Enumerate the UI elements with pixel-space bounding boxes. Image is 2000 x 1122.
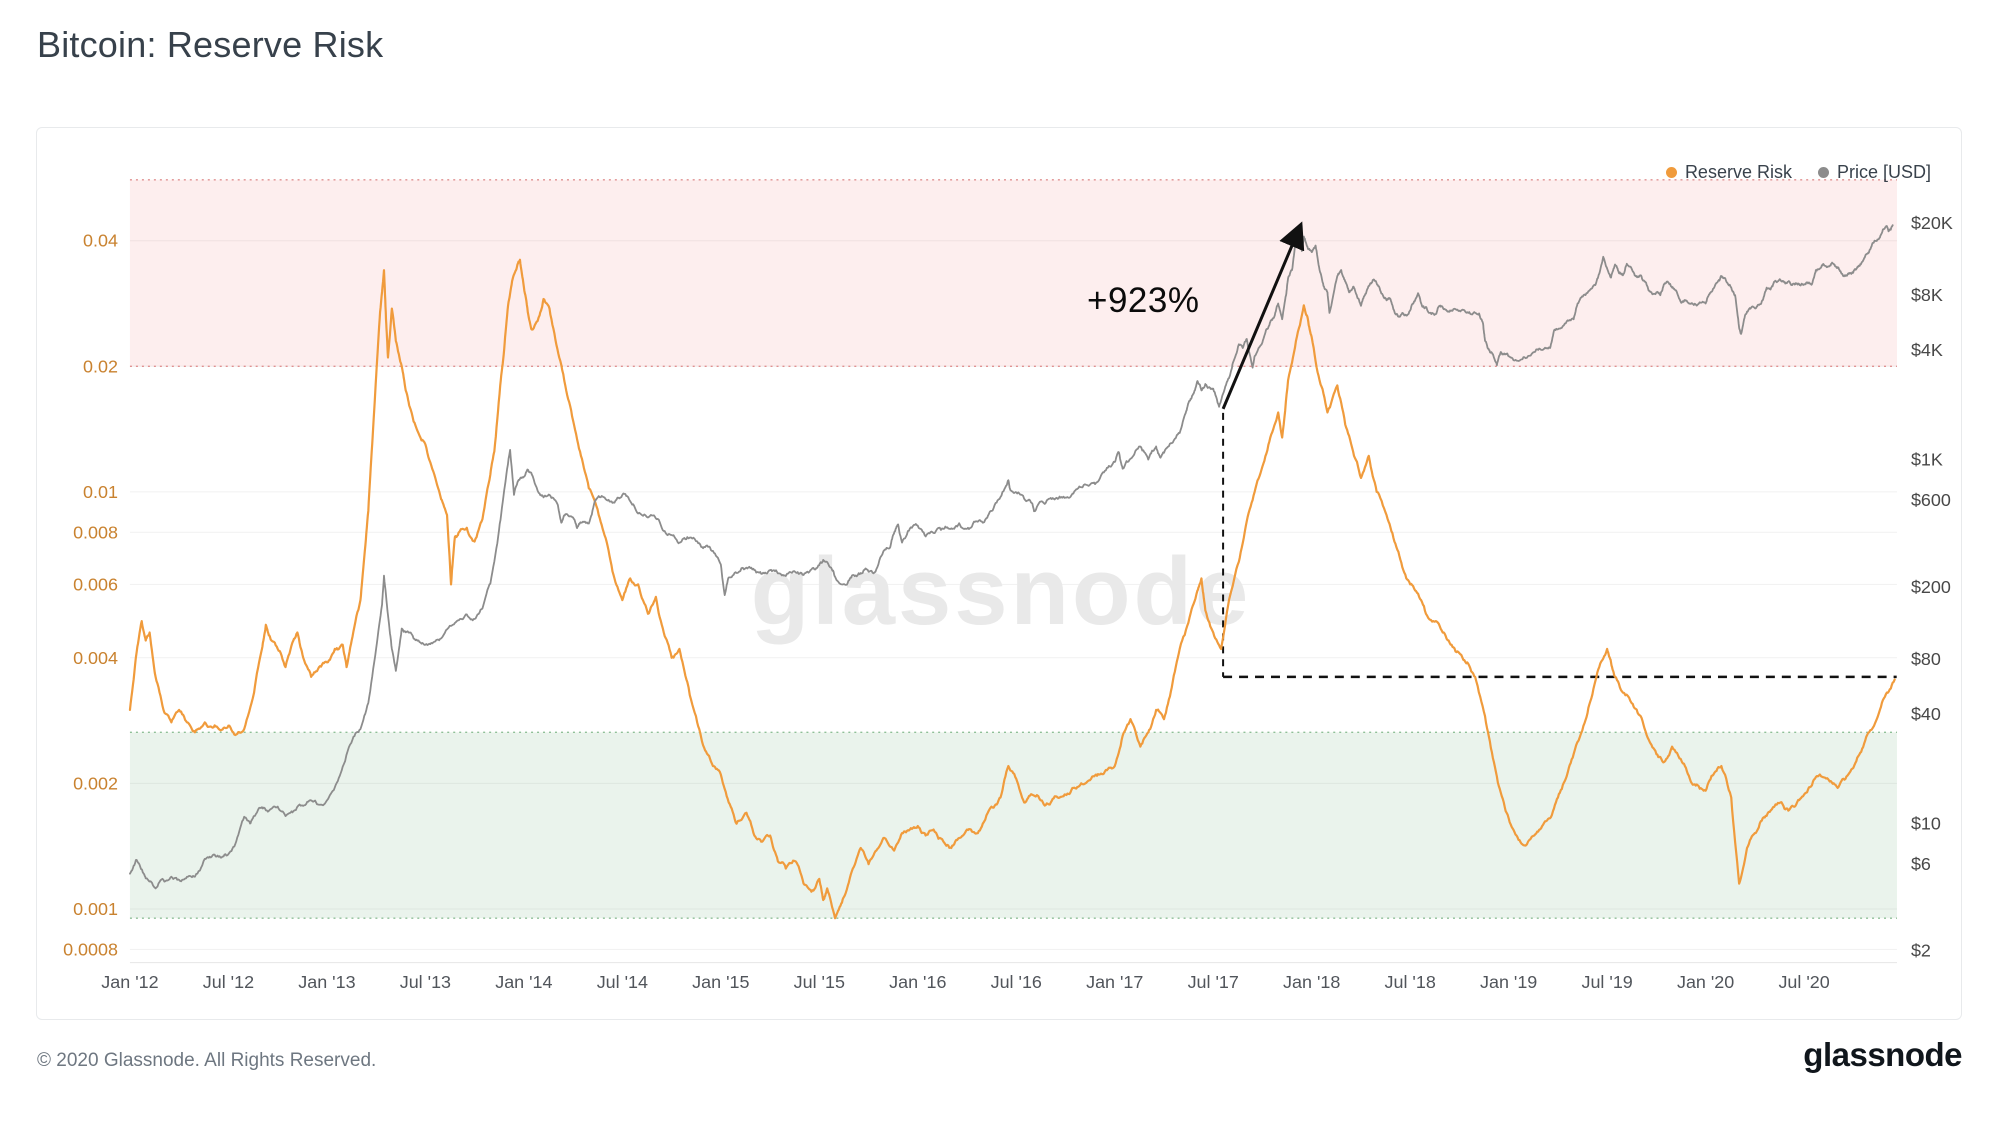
y-right-tick: $20K: [1911, 213, 1953, 233]
price-line: [129, 224, 1894, 890]
legend-label-reserve-risk: Reserve Risk: [1684, 162, 1792, 182]
x-tick: Jul '17: [1188, 972, 1239, 992]
overvalued-band: [129, 179, 1897, 367]
annotation-arrow: [1221, 221, 1305, 410]
x-tick: Jan '13: [298, 972, 355, 992]
y-left-tick: 0.01: [83, 482, 118, 502]
x-tick: Jul '18: [1385, 972, 1436, 992]
y-right-tick: $8K: [1911, 285, 1943, 305]
y-right-tick: $80: [1911, 649, 1941, 669]
reserve-risk-chart[interactable]: glassnode 0.04 0.02 0.01 0.008 0.006 0.004 0.00…: [37, 128, 1961, 1019]
x-tick: Jul '15: [794, 972, 845, 992]
y-right-tick: $4K: [1911, 340, 1943, 360]
legend-dot-price-usd-icon: [1817, 167, 1829, 178]
copyright-text: © 2020 Glassnode. All Rights Reserved.: [37, 1050, 377, 1071]
x-tick: Jan '17: [1086, 972, 1143, 992]
x-tick: Jul '19: [1581, 972, 1632, 992]
x-tick: Jan '18: [1283, 972, 1340, 992]
y-left-tick: 0.008: [73, 522, 118, 542]
annotation-label: +923%: [1087, 281, 1200, 320]
y-right-tick: $40: [1911, 704, 1941, 724]
x-tick: Jul '16: [991, 972, 1042, 992]
legend-label-price-usd: Price [USD]: [1836, 162, 1931, 182]
x-tick: Jan '14: [495, 972, 552, 992]
y-left-tick: 0.04: [83, 231, 118, 251]
y-right-tick: $2: [1911, 941, 1931, 961]
chart-card: glassnode 0.04 0.02 0.01 0.008 0.006 0.004 0.00…: [36, 127, 1962, 1020]
y-right-tick: $1K: [1911, 450, 1943, 470]
x-tick: Jul '12: [203, 972, 254, 992]
legend-item-price-usd[interactable]: Price [USD]: [1817, 162, 1931, 183]
x-tick: Jul '14: [597, 972, 648, 992]
x-tick: Jan '16: [889, 972, 946, 992]
y-left-tick: 0.002: [73, 773, 118, 793]
legend-item-reserve-risk[interactable]: Reserve Risk: [1665, 162, 1792, 183]
y-left-tick: 0.02: [83, 356, 118, 376]
x-tick: Jan '12: [101, 972, 158, 992]
undervalued-band: [129, 732, 1897, 919]
page-title: Bitcoin: Reserve Risk: [37, 24, 384, 65]
x-tick: Jan '15: [692, 972, 749, 992]
x-tick: Jan '20: [1677, 972, 1734, 992]
y-right-tick: $10: [1911, 814, 1941, 834]
x-tick: Jan '19: [1480, 972, 1537, 992]
x-tick: Jul '13: [400, 972, 451, 992]
y-left-tick: 0.006: [73, 574, 118, 594]
watermark: glassnode: [751, 538, 1252, 645]
legend-dot-reserve-risk-icon: [1665, 167, 1677, 178]
reserve-risk-line: [128, 258, 1896, 920]
chart-legend: Reserve Risk Price [USD]: [1665, 162, 1931, 183]
y-right-tick: $600: [1911, 490, 1951, 510]
y-left-tick: 0.004: [73, 648, 118, 668]
y-right-tick: $6: [1911, 854, 1931, 874]
x-tick: Jul '20: [1778, 972, 1829, 992]
y-left-tick: 0.0008: [63, 939, 118, 959]
y-left-tick: 0.001: [73, 899, 118, 919]
glassnode-logo: glassnode: [1803, 1036, 1962, 1073]
y-right-tick: $200: [1911, 577, 1951, 597]
